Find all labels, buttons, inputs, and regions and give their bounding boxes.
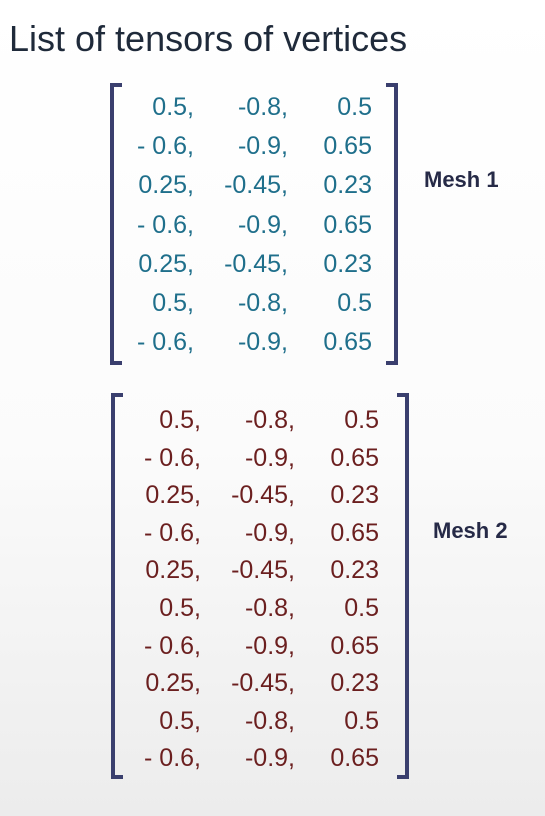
vertex-value: 0.23 <box>330 556 379 585</box>
vertex-row: - 0.6, -0.9, 0.65 <box>110 132 398 162</box>
vertex-value: 0.23 <box>323 249 372 278</box>
vertex-row: 0.25, -0.45, 0.23 <box>110 171 398 201</box>
vertex-value: 0.65 <box>323 210 372 239</box>
mesh-2-label: Mesh 2 <box>433 518 508 543</box>
vertex-row: 0.5, -0.8, 0.5 <box>110 93 398 123</box>
vertex-value: -0.9, <box>244 443 295 472</box>
vertex-value: -0.8, <box>237 93 288 121</box>
vertex-value: - 0.6, <box>144 443 201 472</box>
vertex-value: -0.45, <box>224 249 288 278</box>
vertex-value: -0.9, <box>237 328 288 357</box>
vertex-value: 0.25, <box>145 481 201 510</box>
vertex-value: -0.9, <box>244 631 295 660</box>
vertex-value: 0.5, <box>152 289 194 317</box>
vertex-value: 0.5, <box>159 406 201 434</box>
mesh-1-right-bracket <box>386 83 398 365</box>
vertex-value: 0.65 <box>330 744 379 773</box>
mesh-1-left-bracket <box>110 83 122 365</box>
vertex-value: -0.8, <box>244 594 295 622</box>
vertex-row: 0.25, -0.45, 0.23 <box>111 556 409 586</box>
vertex-row: - 0.6, -0.9, 0.65 <box>111 519 409 549</box>
vertex-row: - 0.6, -0.9, 0.65 <box>111 744 409 774</box>
vertex-value: -0.8, <box>237 289 288 317</box>
vertex-value: - 0.6, <box>137 210 194 239</box>
vertex-value: 0.5 <box>344 706 379 735</box>
mesh-2-right-bracket <box>397 393 409 779</box>
vertex-value: - 0.6, <box>144 518 201 547</box>
vertex-row: 0.5, -0.8, 0.5 <box>111 406 409 436</box>
vertex-value: -0.9, <box>237 132 288 161</box>
vertex-value: 0.65 <box>330 518 379 547</box>
vertex-row: - 0.6, -0.9, 0.65 <box>111 632 409 662</box>
vertex-row: 0.25, -0.45, 0.23 <box>110 250 398 280</box>
vertex-value: 0.25, <box>145 556 201 585</box>
vertex-value: -0.45, <box>224 171 288 200</box>
vertex-value: 0.25, <box>145 669 201 698</box>
vertex-value: 0.65 <box>323 328 372 357</box>
vertex-row: 0.5, -0.8, 0.5 <box>111 594 409 624</box>
mesh-1-matrix: 0.5, -0.8, 0.5- 0.6, -0.9, 0.65 0.25, -0.45, 0.… <box>110 83 398 365</box>
vertex-value: -0.8, <box>244 406 295 434</box>
vertex-value: -0.9, <box>237 210 288 239</box>
vertex-value: -0.45, <box>231 556 295 585</box>
vertex-value: -0.8, <box>244 706 295 735</box>
vertex-row: - 0.6, -0.9, 0.65 <box>110 211 398 241</box>
vertex-value: 0.5, <box>159 706 201 735</box>
vertex-row: 0.5, -0.8, 0.5 <box>110 289 398 319</box>
vertex-value: - 0.6, <box>137 132 194 161</box>
vertex-value: -0.9, <box>244 518 295 547</box>
vertex-value: 0.23 <box>330 481 379 510</box>
mesh-2-left-bracket <box>111 393 123 779</box>
vertex-value: 0.5, <box>159 594 201 622</box>
vertex-row: 0.5, -0.8, 0.5 <box>111 707 409 737</box>
vertex-value: 0.65 <box>330 443 379 472</box>
vertex-value: -0.45, <box>231 481 295 510</box>
vertex-value: -0.9, <box>244 744 295 773</box>
vertex-row: - 0.6, -0.9, 0.65 <box>110 328 398 358</box>
vertex-value: - 0.6, <box>144 744 201 773</box>
vertex-row: - 0.6, -0.9, 0.65 <box>111 444 409 474</box>
vertex-row: 0.25, -0.45, 0.23 <box>111 481 409 511</box>
vertex-value: 0.23 <box>323 171 372 200</box>
vertex-row: 0.25, -0.45, 0.23 <box>111 669 409 699</box>
vertex-value: 0.25, <box>138 171 194 200</box>
vertex-value: - 0.6, <box>137 328 194 357</box>
vertex-value: 0.25, <box>138 249 194 278</box>
vertex-value: 0.5 <box>344 406 379 434</box>
vertex-value: 0.5 <box>337 93 372 121</box>
page-title: List of tensors of vertices <box>9 18 408 59</box>
vertex-value: -0.45, <box>231 669 295 698</box>
mesh-1-label: Mesh 1 <box>424 167 499 192</box>
vertex-value: 0.65 <box>323 132 372 161</box>
vertex-value: 0.23 <box>330 669 379 698</box>
vertex-value: - 0.6, <box>144 631 201 660</box>
mesh-2-matrix: 0.5, -0.8, 0.5- 0.6, -0.9, 0.65 0.25, -0.45, 0.… <box>111 393 409 779</box>
vertex-value: 0.5 <box>344 594 379 622</box>
vertex-value: 0.5, <box>152 93 194 121</box>
vertex-value: 0.65 <box>330 631 379 660</box>
vertex-value: 0.5 <box>337 289 372 317</box>
